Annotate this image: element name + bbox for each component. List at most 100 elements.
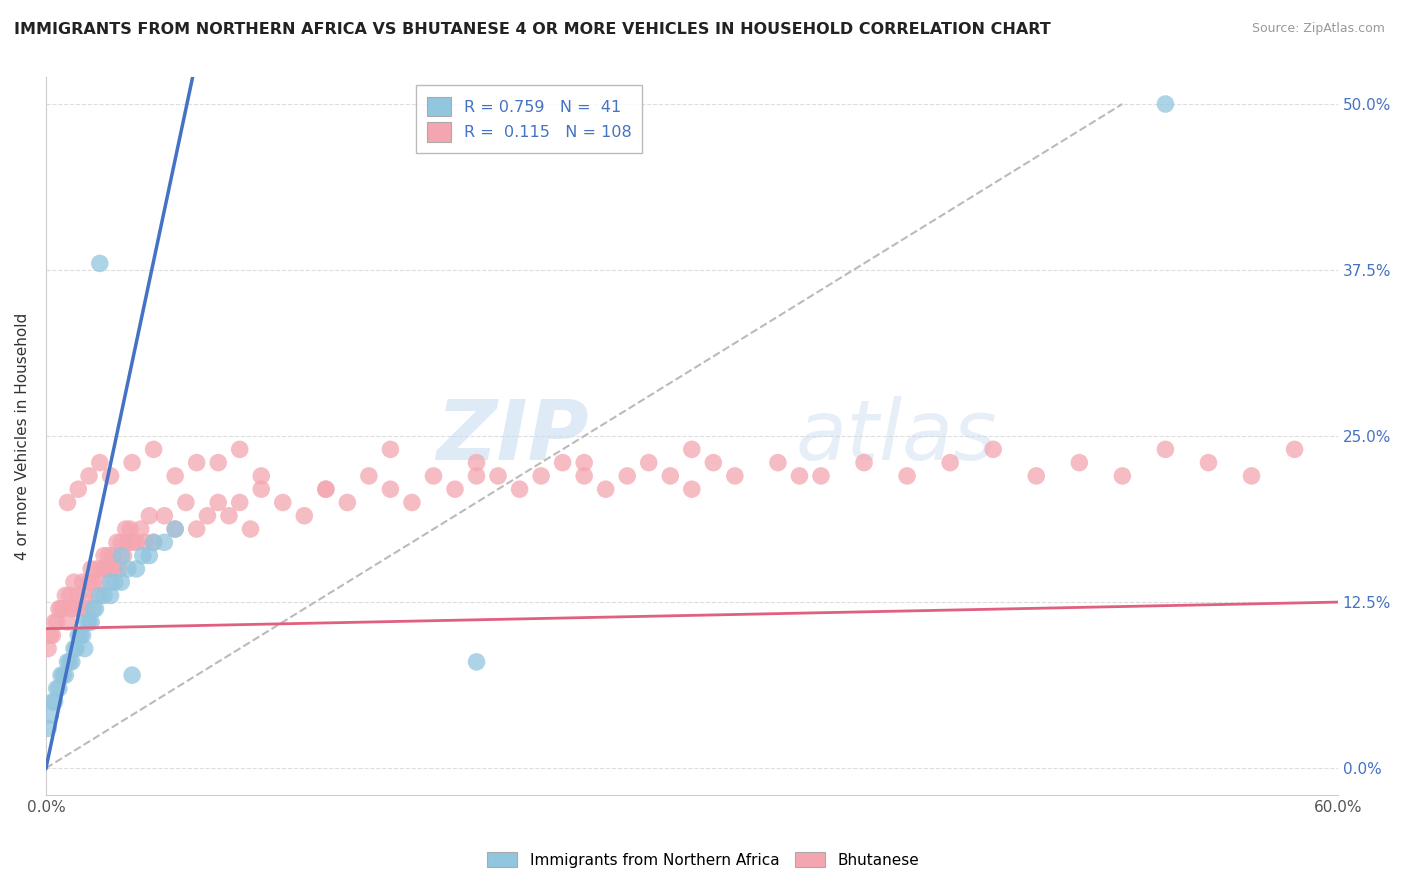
Legend: Immigrants from Northern Africa, Bhutanese: Immigrants from Northern Africa, Bhutane…: [479, 844, 927, 875]
Point: [59, 589, 82, 603]
Point: [60, 655, 83, 669]
Point: [766, 456, 789, 470]
Point: [250, 469, 273, 483]
Point: [1198, 456, 1220, 470]
Point: [465, 456, 488, 470]
Text: IMMIGRANTS FROM NORTHERN AFRICA VS BHUTANESE 4 OR MORE VEHICLES IN HOUSEHOLD COR: IMMIGRANTS FROM NORTHERN AFRICA VS BHUTA…: [14, 22, 1050, 37]
Point: [121, 535, 143, 549]
Point: [93, 589, 115, 603]
Point: [422, 469, 444, 483]
Point: [186, 456, 208, 470]
Point: [125, 562, 148, 576]
Point: [853, 456, 876, 470]
Point: [118, 522, 141, 536]
Point: [271, 495, 294, 509]
Point: [207, 456, 229, 470]
Point: [315, 482, 337, 496]
Point: [91, 562, 114, 576]
Point: [1240, 469, 1263, 483]
Point: [125, 535, 148, 549]
Point: [63, 641, 86, 656]
Point: [97, 549, 120, 563]
Point: [44, 615, 66, 629]
Point: [56, 495, 79, 509]
Point: [174, 495, 197, 509]
Point: [63, 575, 86, 590]
Text: Source: ZipAtlas.com: Source: ZipAtlas.com: [1251, 22, 1385, 36]
Point: [110, 575, 132, 590]
Point: [56, 655, 79, 669]
Point: [53, 668, 76, 682]
Point: [132, 549, 155, 563]
Point: [44, 695, 66, 709]
Point: [67, 589, 90, 603]
Point: [114, 522, 136, 536]
Point: [896, 469, 918, 483]
Point: [444, 482, 467, 496]
Point: [616, 469, 638, 483]
Point: [100, 589, 122, 603]
Point: [104, 575, 127, 590]
Point: [72, 628, 94, 642]
Point: [380, 482, 402, 496]
Point: [572, 456, 595, 470]
Y-axis label: 4 or more Vehicles in Household: 4 or more Vehicles in Household: [15, 312, 30, 559]
Point: [509, 482, 531, 496]
Point: [789, 469, 811, 483]
Point: [59, 655, 82, 669]
Point: [380, 442, 402, 457]
Point: [681, 442, 703, 457]
Point: [681, 482, 703, 496]
Point: [69, 628, 91, 642]
Point: [100, 469, 122, 483]
Point: [186, 522, 208, 536]
Point: [108, 562, 131, 576]
Point: [89, 456, 111, 470]
Point: [76, 615, 98, 629]
Point: [1284, 442, 1306, 457]
Point: [121, 668, 143, 682]
Point: [52, 668, 75, 682]
Point: [1069, 456, 1091, 470]
Point: [73, 589, 96, 603]
Point: [1111, 469, 1133, 483]
Point: [165, 522, 187, 536]
Point: [142, 535, 165, 549]
Point: [142, 535, 165, 549]
Point: [67, 628, 90, 642]
Point: [37, 641, 59, 656]
Point: [129, 522, 152, 536]
Point: [228, 495, 250, 509]
Point: [595, 482, 617, 496]
Point: [52, 601, 75, 615]
Point: [39, 708, 62, 723]
Point: [724, 469, 747, 483]
Point: [84, 589, 107, 603]
Point: [89, 589, 111, 603]
Point: [48, 601, 70, 615]
Point: [45, 615, 67, 629]
Point: [82, 601, 104, 615]
Point: [239, 522, 262, 536]
Point: [1154, 97, 1177, 112]
Point: [465, 655, 488, 669]
Point: [134, 535, 156, 549]
Point: [117, 562, 139, 576]
Point: [357, 469, 380, 483]
Point: [121, 456, 143, 470]
Point: [53, 589, 76, 603]
Point: [1025, 469, 1047, 483]
Point: [104, 562, 127, 576]
Point: [69, 601, 91, 615]
Point: [110, 549, 132, 563]
Point: [153, 508, 176, 523]
Point: [207, 495, 229, 509]
Point: [89, 575, 111, 590]
Point: [530, 469, 553, 483]
Point: [112, 549, 135, 563]
Point: [117, 535, 139, 549]
Point: [702, 456, 724, 470]
Point: [80, 562, 103, 576]
Point: [101, 549, 124, 563]
Point: [105, 535, 128, 549]
